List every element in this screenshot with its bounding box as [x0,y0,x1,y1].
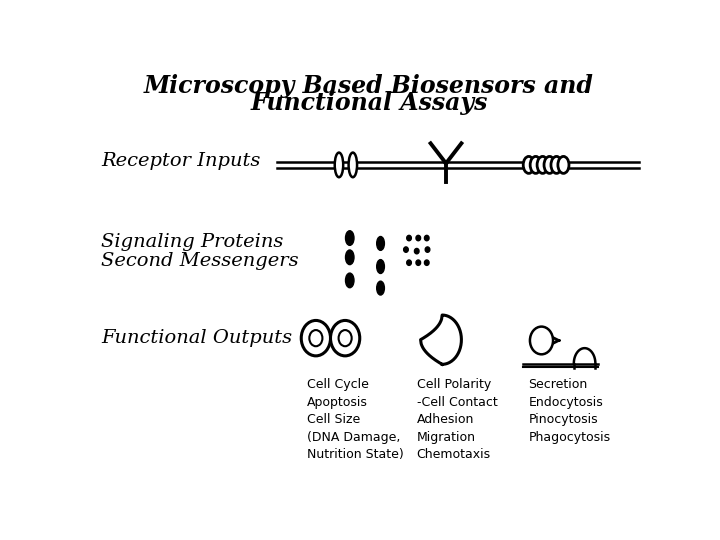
Ellipse shape [346,231,354,245]
Ellipse shape [377,237,384,251]
Text: Cell Cycle
Apoptosis
Cell Size
(DNA Damage,
Nutrition State): Cell Cycle Apoptosis Cell Size (DNA Dama… [307,378,404,461]
Ellipse shape [404,247,408,252]
Ellipse shape [530,157,541,173]
Text: Microscopy Based Biosensors and: Microscopy Based Biosensors and [144,74,594,98]
Ellipse shape [558,157,569,173]
Ellipse shape [416,260,420,265]
Ellipse shape [346,250,354,265]
Ellipse shape [338,330,351,346]
Ellipse shape [537,157,548,173]
Ellipse shape [416,235,420,241]
Ellipse shape [551,157,562,173]
Ellipse shape [425,260,429,265]
Ellipse shape [346,273,354,288]
Ellipse shape [544,157,555,173]
Text: Cell Polarity
-Cell Contact
Adhesion
Migration
Chemotaxis: Cell Polarity -Cell Contact Adhesion Mig… [417,378,498,461]
Ellipse shape [335,153,343,177]
Ellipse shape [426,247,430,252]
Text: Secretion
Endocytosis
Pinocytosis
Phagocytosis: Secretion Endocytosis Pinocytosis Phagoc… [528,378,611,444]
Text: Second Messengers: Second Messengers [101,252,299,270]
Ellipse shape [415,248,419,254]
Ellipse shape [425,235,429,241]
Ellipse shape [377,260,384,273]
Ellipse shape [301,320,330,356]
Ellipse shape [330,320,360,356]
Ellipse shape [348,153,357,177]
Ellipse shape [407,260,411,265]
Text: Receptor Inputs: Receptor Inputs [101,152,261,170]
Text: Functional Outputs: Functional Outputs [101,329,292,347]
Text: Functional Assays: Functional Assays [251,91,487,115]
Ellipse shape [310,330,323,346]
Text: Signaling Proteins: Signaling Proteins [101,233,284,251]
Ellipse shape [530,327,553,354]
Ellipse shape [523,157,534,173]
Ellipse shape [377,281,384,295]
Ellipse shape [407,235,411,241]
